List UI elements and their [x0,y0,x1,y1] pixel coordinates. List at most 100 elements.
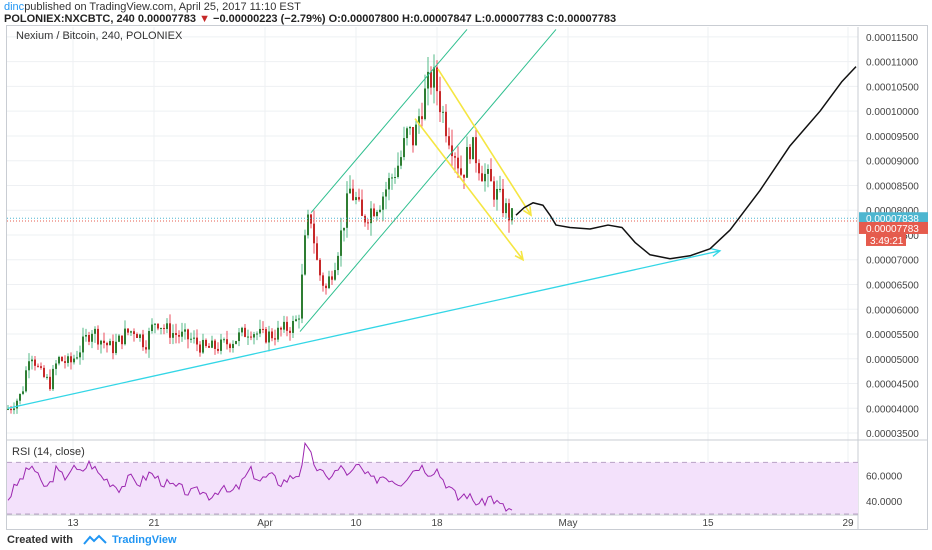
candle-body [70,356,72,363]
candle-body [151,324,153,332]
candle-body [499,188,501,190]
candle-body [214,340,216,349]
symbol-label: POLONIEX:NXCBTC, 240 [4,13,135,25]
candle-body [88,334,90,342]
candle-body [463,174,465,178]
candle-body [247,336,249,338]
candle-body [418,116,420,125]
candle-body [409,127,411,129]
candle-body [280,327,282,330]
candle-body [502,188,504,214]
candle-body [322,275,324,286]
candle-body [379,209,381,212]
candle-body [37,365,39,367]
candle-body [169,323,171,338]
y-tick-label: 0.00011000 [866,58,919,69]
candle-body [313,223,315,244]
yellow-arrow-2-head [514,250,525,262]
candle-body [94,328,96,334]
y-tick-label: 0.00009000 [866,157,919,168]
y-tick-label: 0.00010500 [866,82,919,93]
candle-body [79,352,81,358]
chart-header: dincpublished on TradingView.com, April … [0,0,932,26]
candle-body [28,361,30,371]
candle-body [142,334,144,348]
candle-body [361,199,363,216]
candle-body [46,376,48,378]
candle-body [133,331,135,335]
rsi-band [7,462,858,514]
candle-body [382,196,384,210]
bid-price-tag [859,212,928,225]
y-tick-label: 0.00004000 [866,404,919,415]
candle-body [475,137,477,164]
candle-body [52,368,54,390]
y-tick-label: 0.00006000 [866,305,919,316]
candle-body [511,208,513,221]
x-tick-label: Apr [257,518,273,529]
candle-body [19,393,21,401]
tradingview-brand[interactable]: TradingView [112,534,177,546]
created-with-label: Created with [7,534,74,546]
low-label: L: [474,13,486,25]
x-tick-label: 15 [702,518,714,529]
y-tick-label: 0.00010000 [866,107,919,118]
candle-body [406,128,408,139]
x-tick-label: 21 [148,518,160,529]
candle-body [343,227,345,231]
x-tick-label: 29 [842,518,854,529]
last-price-tag [859,221,928,234]
y-tick-label: 0.00008000 [866,206,919,217]
candle-body [187,329,189,340]
candle-body [337,255,339,271]
candle-body [127,328,129,333]
candle-body [34,359,36,366]
candle-body [232,343,234,349]
candle-body [103,340,105,343]
candle-body [112,341,114,354]
candle-body [340,230,342,256]
candle-body [55,363,57,369]
candle-body [304,235,306,275]
candle-body [376,211,378,217]
y-tick-label: 0.00005500 [866,330,919,341]
candle-body [508,203,510,221]
candle-body [466,147,468,178]
candle-body [58,356,60,364]
candle-body [334,270,336,280]
candle-body [301,274,303,319]
candle-body [82,336,84,353]
candle-body [451,145,453,157]
candle-body [388,178,390,190]
candle-body [64,361,66,363]
open-value: 0.00007800 [340,13,399,25]
yellow-arrow-1 [437,68,532,216]
candle-body [109,341,111,346]
rsi-tick-label: 60.0000 [866,471,903,482]
candle-body [193,337,195,339]
candle-body [289,330,291,333]
countdown-text: 3:49:21 [870,236,904,247]
author-link[interactable]: dinc [4,1,25,13]
candle-body [199,344,201,353]
candle-body [124,328,126,345]
candle-body [493,181,495,200]
candle-body [370,208,372,224]
candle-body [196,337,198,345]
candle-body [238,332,240,342]
candle-body [487,169,489,174]
candle-body [7,408,9,410]
candle-body [241,327,243,333]
candle-body [358,197,360,200]
candle-body [325,285,327,289]
candle-body [433,67,435,88]
y-tick-label: 0.00007000 [866,256,919,267]
candle-body [445,111,447,137]
ohlc-line: POLONIEX:NXCBTC, 240 0.00007783 ▼ −0.000… [4,13,616,25]
chart-frame [6,25,928,530]
candle-body [394,176,396,178]
rsi-tick-label: 40.0000 [866,497,903,508]
candle-body [49,376,51,390]
candle-body [298,318,300,320]
